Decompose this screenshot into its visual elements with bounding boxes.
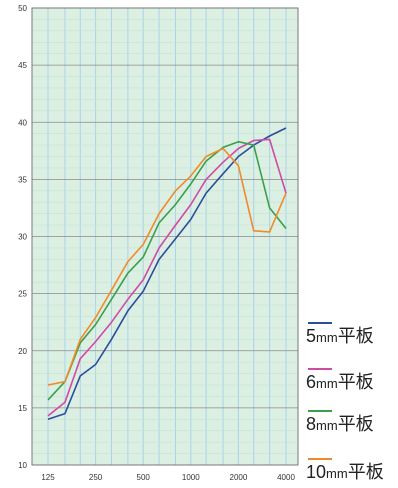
x-tick-label: 2000: [230, 473, 248, 482]
x-tick-label: 500: [137, 473, 151, 482]
legend-label: 6mm平板: [306, 372, 374, 392]
y-tick-label: 10: [18, 461, 27, 470]
y-tick-label: 50: [18, 4, 27, 13]
y-tick-label: 25: [18, 290, 27, 299]
x-tick-label: 1000: [182, 473, 200, 482]
legend-label: 8mm平板: [306, 414, 374, 434]
legend-swatch: [308, 410, 332, 412]
legend-swatch: [308, 322, 332, 324]
y-tick-label: 40: [18, 118, 27, 127]
y-tick-label: 45: [18, 61, 27, 70]
y-tick-label: 30: [18, 233, 27, 242]
legend-item-8mm: 8mm平板: [306, 410, 396, 436]
legend-label: 10mm平板: [306, 462, 384, 482]
legend-swatch: [308, 458, 332, 460]
x-tick-label: 250: [89, 473, 103, 482]
y-tick-label: 35: [18, 175, 27, 184]
legend-item-10mm: 10mm平板: [306, 458, 396, 484]
series-line: [47, 147, 287, 386]
series-line: [47, 140, 287, 401]
legend-item-5mm: 5mm平板: [306, 322, 396, 348]
x-tick-label: 4000: [277, 473, 295, 482]
y-tick-label: 15: [18, 404, 27, 413]
legend-swatch: [308, 368, 332, 370]
legend-label: 5mm平板: [306, 326, 374, 346]
legend-item-6mm: 6mm平板: [306, 368, 396, 394]
series-line: [47, 127, 287, 421]
x-tick-label: 125: [41, 473, 55, 482]
plot-frame: [31, 7, 299, 466]
y-tick-label: 20: [18, 347, 27, 356]
series-line: [47, 138, 287, 417]
